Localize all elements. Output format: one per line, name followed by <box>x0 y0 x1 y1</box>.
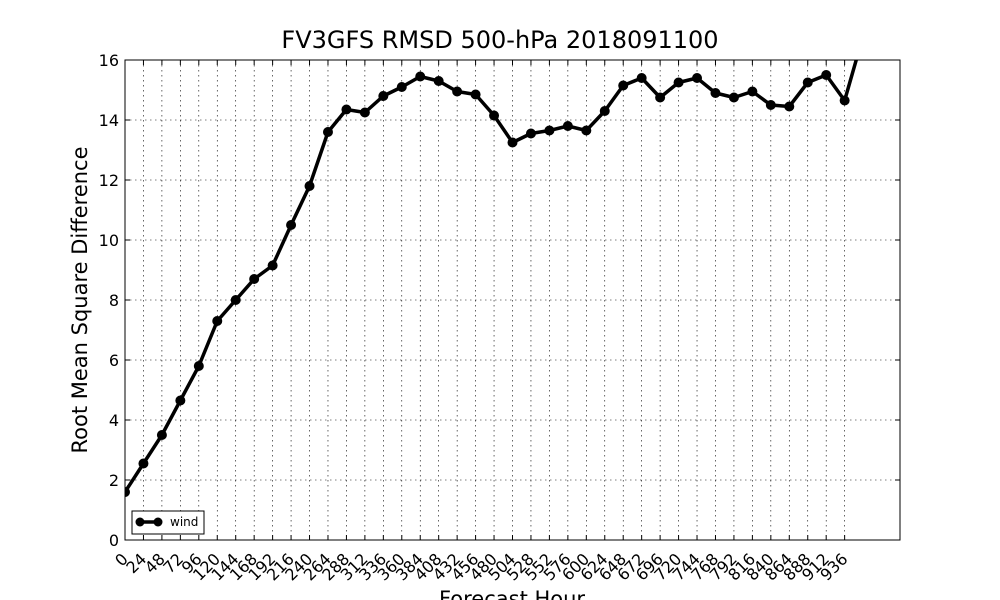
legend-marker-start <box>135 517 145 527</box>
data-point <box>784 101 795 112</box>
data-point <box>267 260 278 271</box>
data-point <box>618 80 629 91</box>
data-point <box>747 86 758 97</box>
data-point <box>728 92 739 103</box>
data-point <box>839 95 850 106</box>
data-point <box>322 127 333 137</box>
y-tick-label: 2 <box>109 471 119 490</box>
y-tick-label: 10 <box>99 231 119 250</box>
y-tick-label: 4 <box>109 411 119 430</box>
data-point <box>359 107 370 118</box>
y-tick-label: 0 <box>109 531 119 550</box>
data-point <box>452 86 463 97</box>
data-point <box>156 430 167 440</box>
data-point <box>544 125 555 136</box>
grid-lines <box>125 60 900 540</box>
data-point <box>636 73 647 83</box>
y-tick-label: 16 <box>99 51 119 70</box>
legend-entry-label: wind <box>170 515 198 529</box>
data-point <box>525 128 536 139</box>
data-point <box>673 77 684 88</box>
data-point <box>286 220 297 230</box>
data-point <box>175 395 186 406</box>
y-axis-label: Root Mean Square Difference <box>68 146 92 453</box>
legend-box <box>131 510 205 535</box>
data-point <box>802 77 813 88</box>
data-point <box>304 181 315 191</box>
data-point <box>415 71 426 82</box>
series-layer <box>125 31 868 497</box>
series-line-wind <box>125 60 859 493</box>
y-tick-label: 8 <box>109 291 119 310</box>
data-point <box>507 137 518 148</box>
data-point <box>581 125 592 136</box>
data-point <box>396 82 407 92</box>
data-point <box>710 88 721 98</box>
data-point <box>138 458 149 469</box>
y-tick-label: 6 <box>109 351 119 370</box>
chart-title: FV3GFS RMSD 500-hPa 2018091100 <box>281 26 718 54</box>
legend-marker-end <box>153 517 163 527</box>
legend: wind <box>131 510 205 535</box>
data-point <box>230 295 241 305</box>
data-point <box>489 110 500 121</box>
data-point <box>655 92 666 103</box>
data-point <box>378 91 389 101</box>
data-point <box>249 274 260 284</box>
data-point <box>765 100 776 110</box>
data-point <box>562 121 573 131</box>
y-tick-label: 12 <box>99 171 119 190</box>
data-point <box>692 73 703 83</box>
y-tick-label: 14 <box>99 111 119 130</box>
data-point <box>125 487 130 497</box>
data-point <box>821 70 832 80</box>
data-point <box>470 89 481 100</box>
data-point <box>858 31 868 41</box>
data-point <box>433 76 444 86</box>
data-point <box>212 316 223 326</box>
x-axis-label: Forecast Hour <box>439 587 585 600</box>
data-point <box>193 361 204 371</box>
data-point <box>341 104 352 115</box>
data-point <box>599 106 610 116</box>
